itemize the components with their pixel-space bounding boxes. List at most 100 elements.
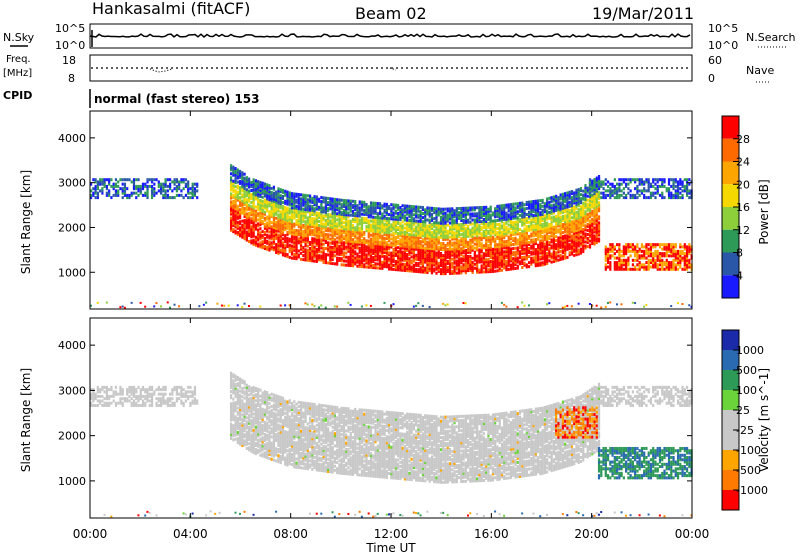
power-cell <box>444 212 446 215</box>
power-cell <box>187 196 189 199</box>
power-cell <box>429 207 431 210</box>
power-cell <box>257 243 259 246</box>
power-cell <box>298 193 300 196</box>
power-cell <box>113 194 115 197</box>
power-cell <box>304 220 306 223</box>
power-cell <box>388 257 390 260</box>
power-cell <box>329 213 331 216</box>
power-cell <box>605 263 607 266</box>
power-cell <box>363 209 365 212</box>
power-cell <box>496 205 498 208</box>
power-cell <box>580 235 582 238</box>
power-cell <box>354 256 356 259</box>
power-cell <box>490 260 492 263</box>
power-cell <box>363 231 365 234</box>
power-cell <box>131 302 133 304</box>
power-cell <box>519 250 521 253</box>
power-cell <box>571 305 573 307</box>
power-cell <box>600 306 602 308</box>
power-cell <box>383 302 385 304</box>
power-heatmap <box>90 164 693 309</box>
power-cell <box>284 244 286 247</box>
power-cell <box>343 209 345 212</box>
power-cell <box>413 217 415 220</box>
power-cell <box>578 188 580 191</box>
power-cell <box>359 200 361 203</box>
power-cell <box>564 214 566 217</box>
power-cell <box>304 194 306 197</box>
power-cell <box>596 177 598 180</box>
power-cell <box>327 227 329 230</box>
power-cell <box>144 306 146 308</box>
power-cell <box>350 220 352 223</box>
power-cell <box>492 220 494 223</box>
power-cell <box>517 265 519 268</box>
power-cell <box>530 218 532 221</box>
power-cell <box>517 238 519 241</box>
power-cell <box>316 195 318 198</box>
power-cell <box>298 249 300 252</box>
power-cell <box>295 199 297 202</box>
power-cell <box>341 199 343 202</box>
power-cell <box>519 232 521 235</box>
power-cell <box>442 254 444 257</box>
power-cell <box>442 303 444 305</box>
power-cell <box>126 194 128 197</box>
power-cell <box>343 225 345 228</box>
power-cell <box>341 211 343 214</box>
power-cell <box>142 183 144 186</box>
power-cell <box>311 237 313 240</box>
power-cell <box>591 180 593 183</box>
power-cell <box>237 185 239 188</box>
power-cell <box>99 178 101 181</box>
power-cell <box>605 183 607 186</box>
power-cell <box>505 212 507 215</box>
power-cell <box>318 212 320 215</box>
power-cell <box>137 194 139 197</box>
power-cell <box>381 204 383 207</box>
power-cell <box>569 191 571 194</box>
power-cell <box>542 223 544 226</box>
power-cell <box>544 234 546 237</box>
power-cell <box>381 212 383 215</box>
power-cell <box>379 216 381 219</box>
power-cell <box>467 241 469 244</box>
power-cell <box>596 193 598 196</box>
power-cell <box>584 245 586 248</box>
power-cell <box>431 207 433 210</box>
power-cell <box>440 208 442 211</box>
power-cell <box>338 245 340 248</box>
power-cell <box>390 242 392 245</box>
power-cell <box>435 272 437 275</box>
power-cell <box>250 201 252 204</box>
power-cell <box>460 257 462 260</box>
power-cell <box>248 305 250 307</box>
power-cell <box>117 180 119 183</box>
power-cell <box>569 251 571 254</box>
power-cell <box>298 237 300 240</box>
power-cell <box>187 180 189 183</box>
power-cell <box>510 231 512 234</box>
power-cell <box>144 183 146 186</box>
power-cell <box>334 254 336 257</box>
power-cell <box>413 227 415 230</box>
power-cell <box>472 261 474 264</box>
power-cell <box>291 245 293 248</box>
power-cell <box>237 191 239 194</box>
power-cell <box>510 264 512 267</box>
power-cell <box>268 241 270 244</box>
power-cell <box>205 302 207 304</box>
power-cell <box>146 178 148 181</box>
power-cell <box>241 224 243 227</box>
power-cell <box>237 181 239 184</box>
power-cell <box>456 272 458 275</box>
power-cell <box>365 225 367 228</box>
power-cell <box>589 178 591 181</box>
power-cell <box>528 241 530 244</box>
power-cell <box>440 242 442 245</box>
power-cell <box>503 304 505 306</box>
power-cell <box>334 262 336 265</box>
power-cell <box>555 215 557 218</box>
power-cell <box>341 203 343 206</box>
power-cell <box>474 247 476 250</box>
